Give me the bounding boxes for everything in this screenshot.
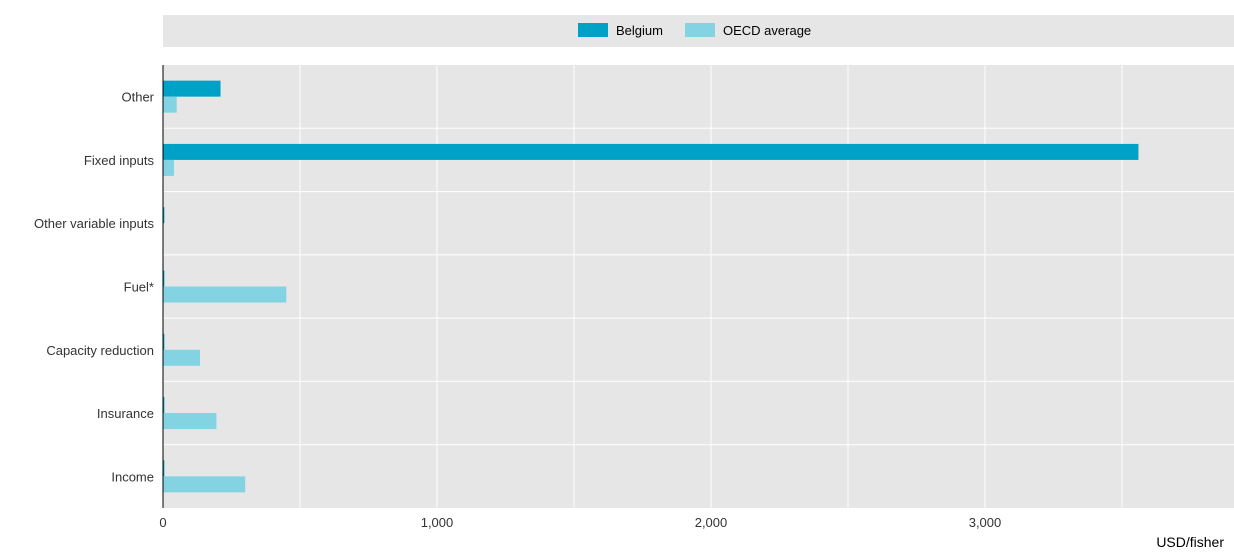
bar-belgium xyxy=(163,460,165,477)
category-label: Income xyxy=(111,469,154,484)
category-labels: Other Fixed inputs Other variable inputs Fu… xyxy=(34,90,155,485)
bar-oecd-average xyxy=(163,286,287,303)
bar-oecd-average xyxy=(163,96,177,113)
bar-oecd-average xyxy=(163,476,246,493)
category-label: Capacity reduction xyxy=(46,343,154,358)
bar-oecd-average xyxy=(163,159,174,176)
unit-label: USD/fisher xyxy=(1156,534,1224,550)
legend-swatch-belgium xyxy=(578,23,608,37)
legend: Belgium OECD average xyxy=(578,23,811,38)
bar-belgium xyxy=(163,333,165,350)
gridlines xyxy=(163,65,1234,508)
category-label: Other xyxy=(121,90,154,105)
bar-belgium xyxy=(163,270,165,287)
legend-label-belgium: Belgium xyxy=(616,23,663,38)
category-label: Fuel* xyxy=(124,280,154,295)
category-label: Other variable inputs xyxy=(34,216,154,231)
bar-belgium xyxy=(163,143,1139,160)
x-tick-label: 3,000 xyxy=(969,515,1002,530)
bar-oecd-average xyxy=(163,413,217,430)
x-tick-label: 0 xyxy=(159,515,166,530)
plot-area xyxy=(163,65,1234,508)
bar-belgium xyxy=(163,207,165,224)
legend-label-oecd-average: OECD average xyxy=(723,23,811,38)
bar-oecd-average xyxy=(163,349,200,366)
category-label: Fixed inputs xyxy=(84,153,155,168)
bar-belgium xyxy=(163,397,165,414)
legend-swatch-oecd-average xyxy=(685,23,715,37)
bar-belgium xyxy=(163,80,221,97)
x-tick-label: 1,000 xyxy=(421,515,454,530)
x-tick-label: 2,000 xyxy=(695,515,728,530)
bars xyxy=(163,80,1139,493)
category-label: Insurance xyxy=(97,406,154,421)
x-tick-labels: 0 1,000 2,000 3,000 xyxy=(159,515,1001,530)
